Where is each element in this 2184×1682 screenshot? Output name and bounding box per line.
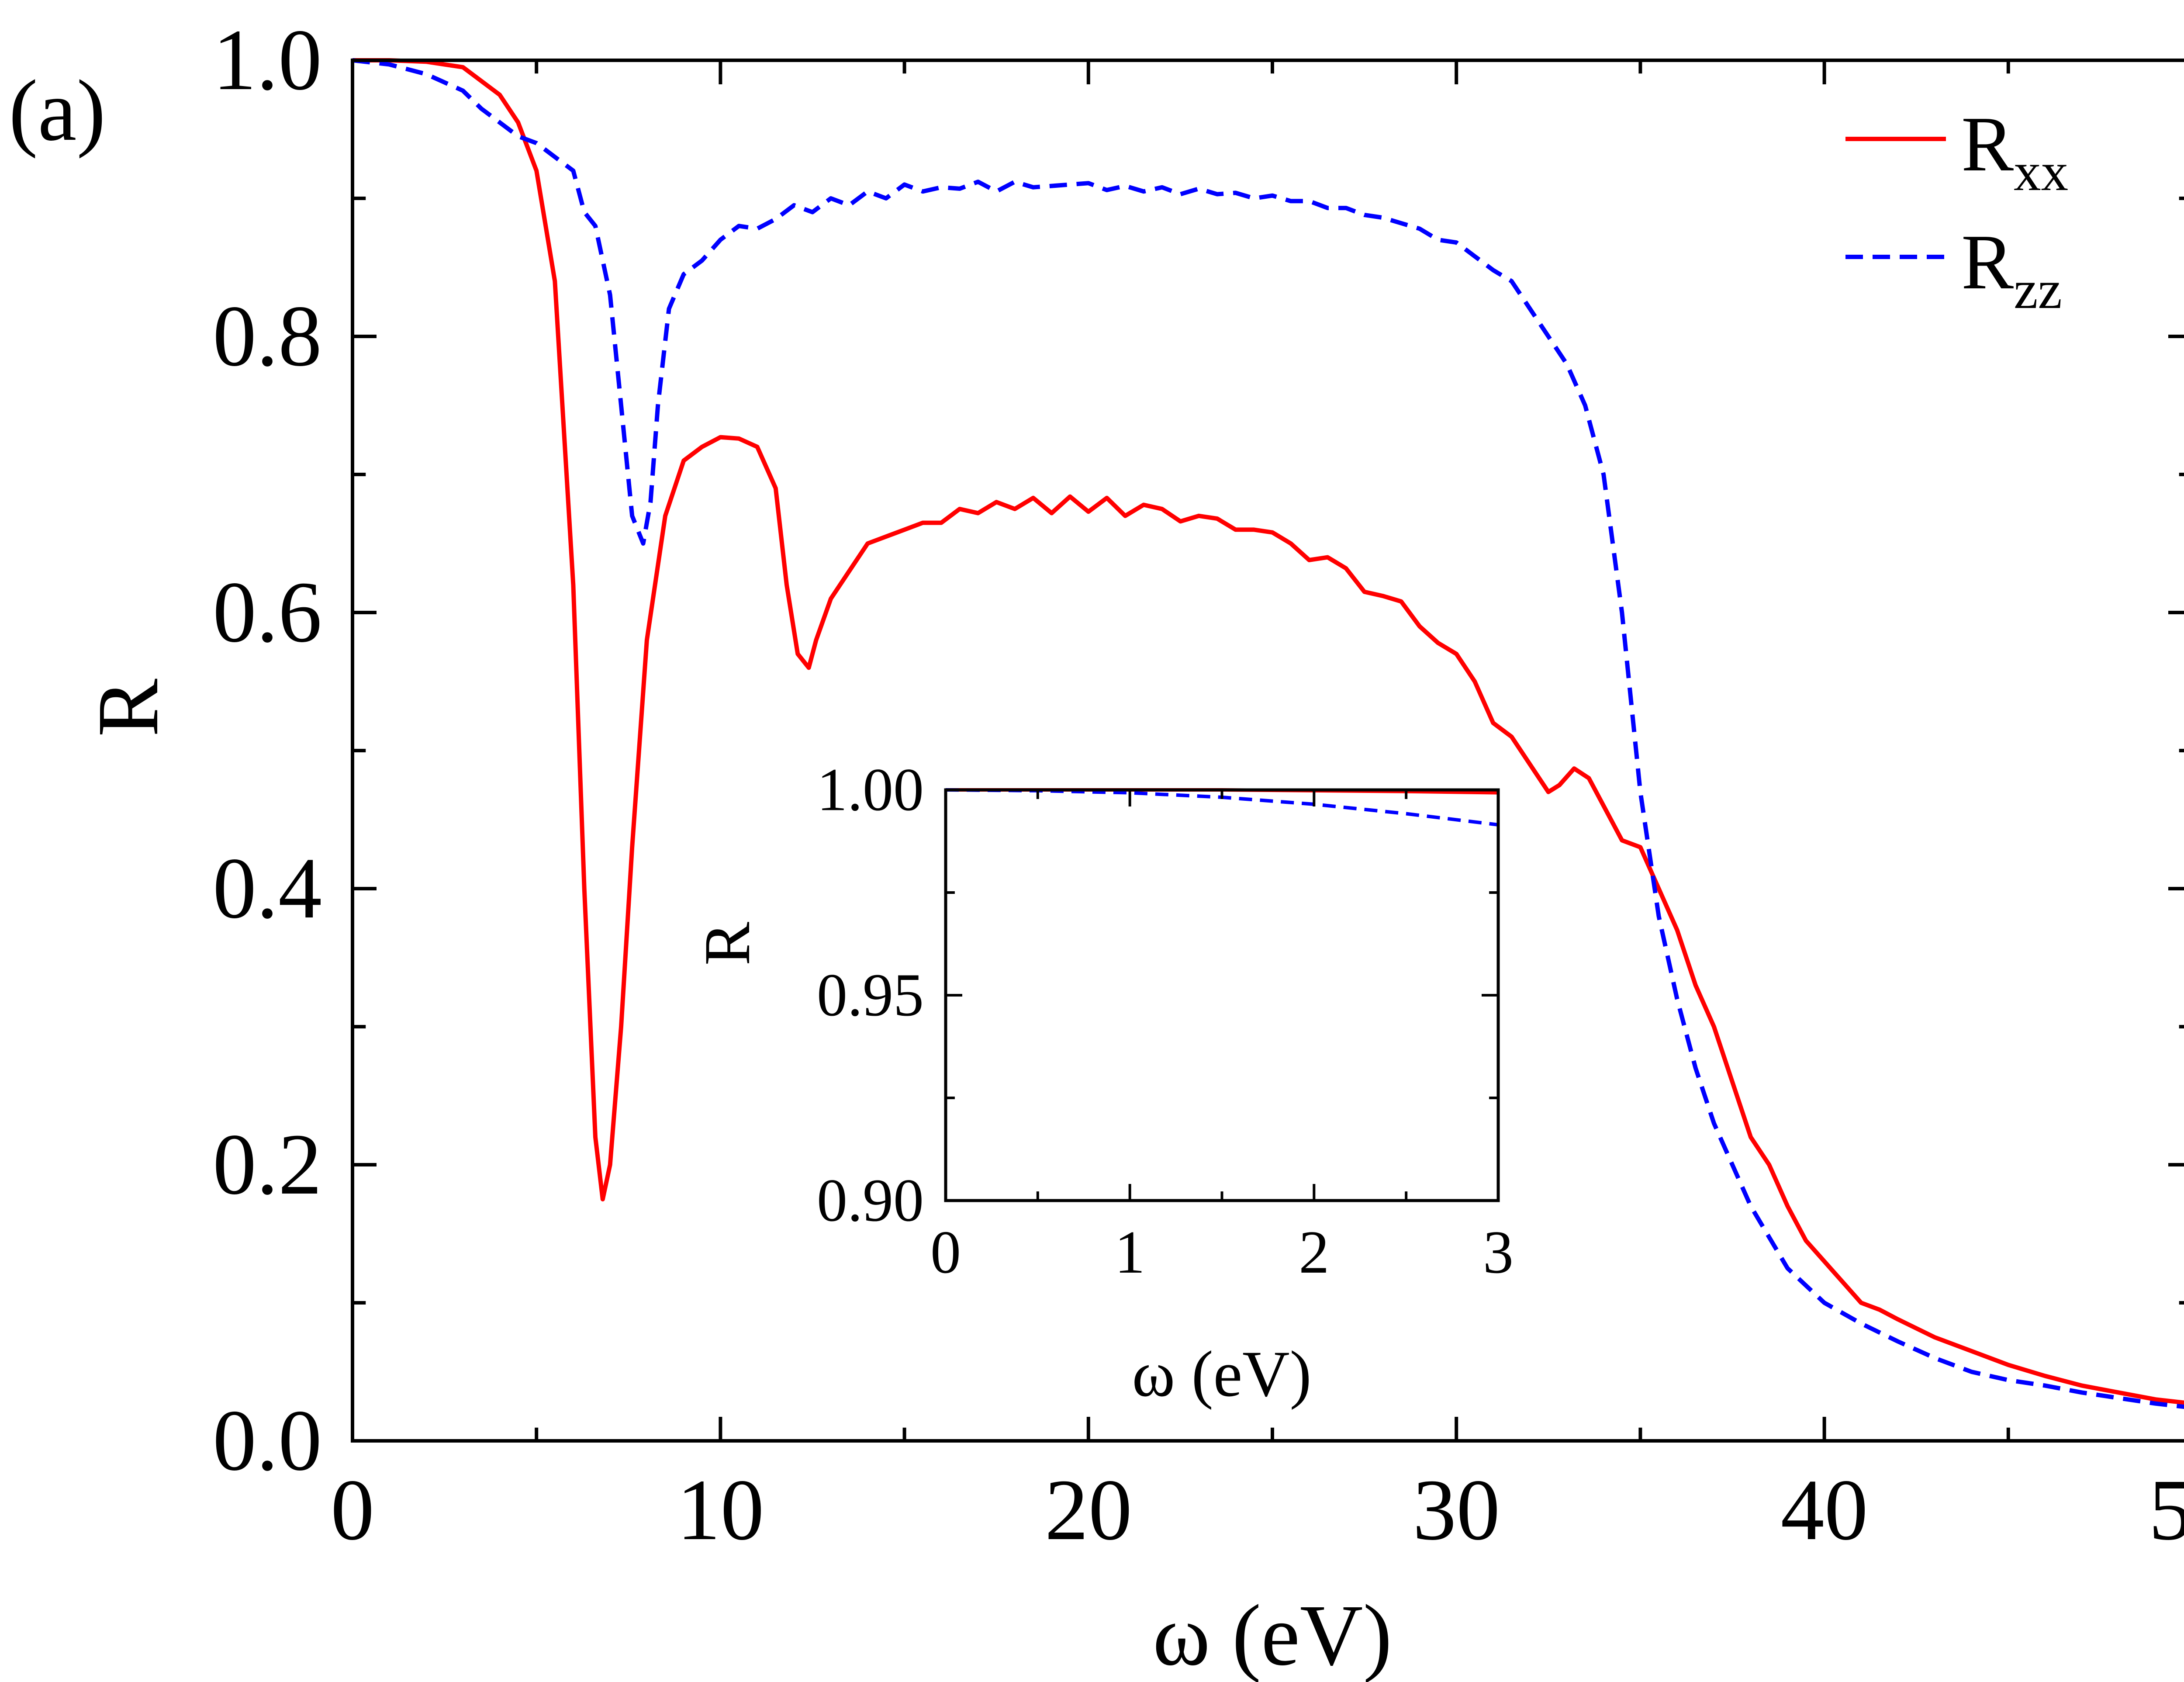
legend-rxx-label: Rxx: [1961, 100, 2068, 202]
main-x-tick-label: 50: [2149, 1462, 2184, 1558]
panel-label: (a): [9, 62, 106, 159]
legend-rzz-label: Rzz: [1961, 218, 2062, 320]
legend-rzz-main: R: [1961, 218, 2014, 305]
main-x-tick-label: 40: [1781, 1462, 1868, 1558]
main-y-axis-label: R: [80, 678, 176, 737]
main-y-tick-label: 0.6: [213, 564, 322, 661]
inset-y-tick-label: 0.95: [817, 961, 924, 1029]
main-y-tick-label: 0.8: [213, 288, 322, 384]
main-y-tick-label: 0.0: [213, 1392, 322, 1489]
main-plot-series: [352, 58, 2184, 1409]
legend-rxx-sub: xx: [2014, 142, 2068, 202]
main-x-tick-label: 0: [331, 1462, 374, 1558]
inset-x-tick-label: 0: [930, 1218, 961, 1286]
main-x-tick-label: 30: [1413, 1462, 1500, 1558]
inset-y-axis-label: R: [691, 922, 764, 966]
main-x-axis-label: ω (eV): [1153, 1587, 1392, 1682]
main-series-r-zz: [352, 58, 2184, 1409]
main-series-r-xx: [352, 58, 2184, 1405]
inset-background: [946, 790, 1498, 1201]
inset-y-tick-label: 1.00: [817, 756, 924, 824]
legend-rzz-sub: zz: [2014, 260, 2062, 320]
legend-rxx-main: R: [1961, 100, 2014, 187]
inset-x-tick-label: 1: [1115, 1218, 1145, 1286]
main-x-tick-label: 10: [677, 1462, 764, 1558]
main-y-tick-label: 0.4: [213, 840, 322, 937]
main-y-tick-label: 0.2: [213, 1116, 322, 1213]
main-axis-ticks: 010203040500.00.20.40.60.81.0: [213, 12, 2184, 1558]
inset-x-axis-label: ω (eV): [1132, 1338, 1311, 1410]
main-x-tick-label: 20: [1045, 1462, 1132, 1558]
inset-x-tick-label: 2: [1299, 1218, 1329, 1286]
inset-y-tick-label: 0.90: [817, 1166, 924, 1234]
main-y-tick-label: 1.0: [213, 12, 322, 108]
inset-axis-ticks: 0 1 2 3 0.90 0.95 1.00: [817, 756, 1514, 1286]
inset-x-tick-label: 3: [1483, 1218, 1514, 1286]
legend: Rxx Rzz: [1845, 100, 2068, 320]
